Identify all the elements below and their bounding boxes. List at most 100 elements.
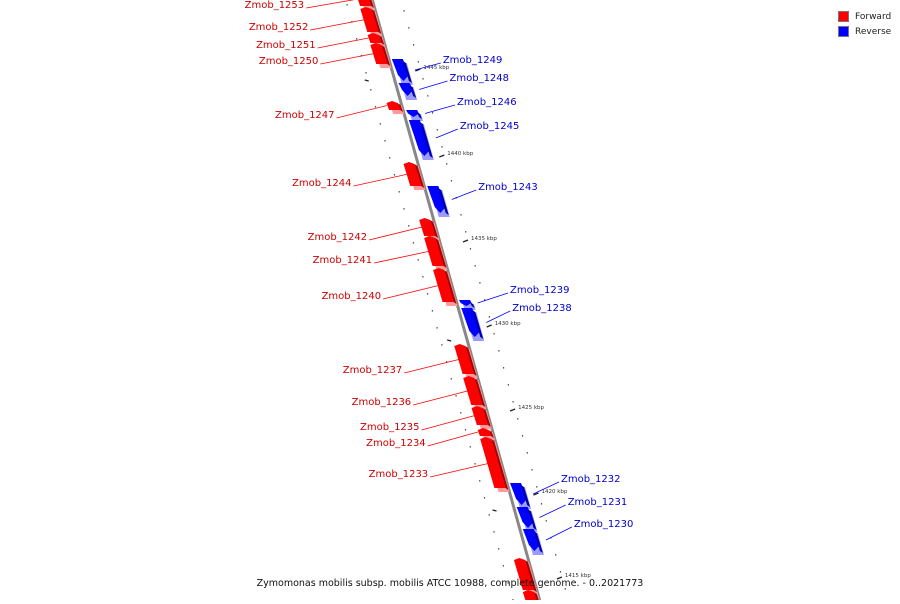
minor-tick-mark (492, 509, 497, 512)
gene-Zmob_1238[interactable]: Zmob_1238 (461, 303, 572, 341)
gene-body[interactable] (471, 406, 488, 425)
gene-Zmob_1250[interactable]: Zmob_1250 (259, 43, 392, 68)
gene-Zmob_1235[interactable]: Zmob_1235 (360, 406, 492, 433)
gene-body[interactable] (367, 33, 382, 43)
gene-Zmob_1247[interactable]: Zmob_1247 (275, 101, 405, 121)
scale-tick-mark (533, 492, 539, 496)
gene-body[interactable] (403, 162, 422, 186)
gene-Zmob_1244[interactable]: Zmob_1244 (292, 162, 426, 190)
gene-leader-line (430, 462, 493, 478)
guide-dot (517, 418, 519, 420)
gene-label[interactable]: Zmob_1233 (369, 469, 429, 480)
gene-unnamed-24[interactable] (513, 558, 538, 594)
guide-dot (545, 520, 547, 522)
gene-label[interactable]: Zmob_1249 (443, 55, 503, 66)
gene-body[interactable] (386, 101, 401, 110)
guide-dot (450, 180, 453, 182)
gene-body[interactable] (480, 437, 506, 488)
gene-label[interactable]: Zmob_1248 (450, 73, 510, 84)
gene-label[interactable]: Zmob_1247 (275, 110, 335, 121)
guide-dot (427, 95, 429, 97)
gene-leader-line (306, 0, 355, 9)
gene-label[interactable]: Zmob_1252 (249, 22, 309, 33)
gene-leader-line (545, 526, 572, 541)
gene-label[interactable]: Zmob_1246 (457, 97, 517, 108)
gene-Zmob_1230[interactable]: Zmob_1230 (522, 519, 634, 555)
gene-body[interactable] (406, 110, 419, 117)
gene-label[interactable]: Zmob_1231 (568, 497, 628, 508)
gene-edge (533, 531, 543, 553)
guide-dot (512, 401, 514, 403)
gene-edge (524, 560, 537, 592)
gene-Zmob_1246[interactable]: Zmob_1246 (406, 97, 517, 121)
gene-label[interactable]: Zmob_1244 (292, 178, 352, 189)
gene-Zmob_1243[interactable]: Zmob_1243 (427, 182, 538, 217)
gene-body[interactable] (360, 7, 379, 32)
gene-Zmob_1232[interactable]: Zmob_1232 (510, 474, 621, 509)
gene-body[interactable] (461, 308, 481, 337)
gene-body[interactable] (454, 344, 474, 374)
gene-leader-line (404, 358, 461, 374)
gene-body[interactable] (356, 0, 372, 6)
gene-Zmob_1231[interactable]: Zmob_1231 (516, 497, 628, 532)
gene-label[interactable]: Zmob_1235 (360, 422, 420, 433)
gene-body[interactable] (513, 558, 534, 590)
gene-Zmob_1236[interactable]: Zmob_1236 (352, 376, 487, 409)
gene-body[interactable] (424, 236, 444, 266)
gene-edge (521, 485, 531, 507)
gene-label[interactable]: Zmob_1230 (574, 519, 634, 530)
gene-label[interactable]: Zmob_1241 (313, 255, 373, 266)
guide-dot (559, 571, 562, 573)
gene-label[interactable]: Zmob_1236 (352, 397, 412, 408)
gene-body[interactable] (419, 218, 436, 236)
gene-body[interactable] (477, 428, 491, 436)
gene-label[interactable]: Zmob_1253 (245, 0, 305, 11)
guide-dot (431, 310, 433, 312)
gene-Zmob_1252[interactable]: Zmob_1252 (249, 7, 383, 36)
gene-body[interactable] (427, 186, 446, 213)
gene-edge (444, 270, 457, 304)
gene-Zmob_1241[interactable]: Zmob_1241 (313, 236, 448, 270)
scale-tick-mark (415, 68, 421, 72)
gene-edge (417, 112, 422, 119)
gene-body[interactable] (408, 120, 430, 156)
gene-Zmob_1233[interactable]: Zmob_1233 (369, 437, 510, 492)
gene-label[interactable]: Zmob_1237 (343, 365, 403, 376)
guide-dot (355, 38, 358, 40)
gene-label[interactable]: Zmob_1239 (510, 285, 570, 296)
gene-Zmob_1253[interactable]: Zmob_1253 (245, 0, 376, 11)
gene-label[interactable]: Zmob_1251 (256, 40, 316, 51)
gene-track[interactable]: Zmob_1253 Zmob_1252 Zmob_1251 Zmob_1250 Zmob… (245, 0, 634, 604)
gene-body[interactable] (433, 268, 454, 302)
guide-dot (417, 61, 419, 63)
gene-label[interactable]: Zmob_1232 (561, 474, 621, 485)
gene-body[interactable] (398, 83, 414, 96)
guide-dot (536, 486, 538, 488)
gene-Zmob_1248[interactable]: Zmob_1248 (398, 73, 510, 100)
gene-Zmob_1237[interactable]: Zmob_1237 (343, 344, 478, 378)
gene-body[interactable] (459, 300, 472, 306)
gene-Zmob_1234[interactable]: Zmob_1234 (366, 428, 495, 449)
gene-label[interactable]: Zmob_1242 (308, 232, 368, 243)
gene-Zmob_1245[interactable]: Zmob_1245 (408, 120, 520, 160)
gene-body[interactable] (370, 43, 388, 64)
gene-label[interactable]: Zmob_1238 (512, 303, 572, 314)
gene-label[interactable]: Zmob_1243 (478, 182, 538, 193)
gene-edge (435, 238, 447, 268)
gene-Zmob_1249[interactable]: Zmob_1249 (391, 55, 503, 85)
guide-dot (498, 350, 500, 352)
gene-label[interactable]: Zmob_1234 (366, 438, 426, 449)
gene-label[interactable]: Zmob_1240 (322, 291, 382, 302)
gene-Zmob_1242[interactable]: Zmob_1242 (308, 218, 440, 243)
guide-dot (488, 316, 490, 318)
guide-dot (465, 231, 467, 233)
gene-label[interactable]: Zmob_1250 (259, 56, 319, 67)
gene-edge (465, 346, 477, 376)
gene-body[interactable] (463, 376, 483, 405)
gene-label[interactable]: Zmob_1245 (460, 121, 520, 132)
gene-Zmob_1251[interactable]: Zmob_1251 (256, 33, 386, 51)
gene-Zmob_1240[interactable]: Zmob_1240 (322, 268, 458, 306)
gene-leader-line (320, 53, 375, 65)
